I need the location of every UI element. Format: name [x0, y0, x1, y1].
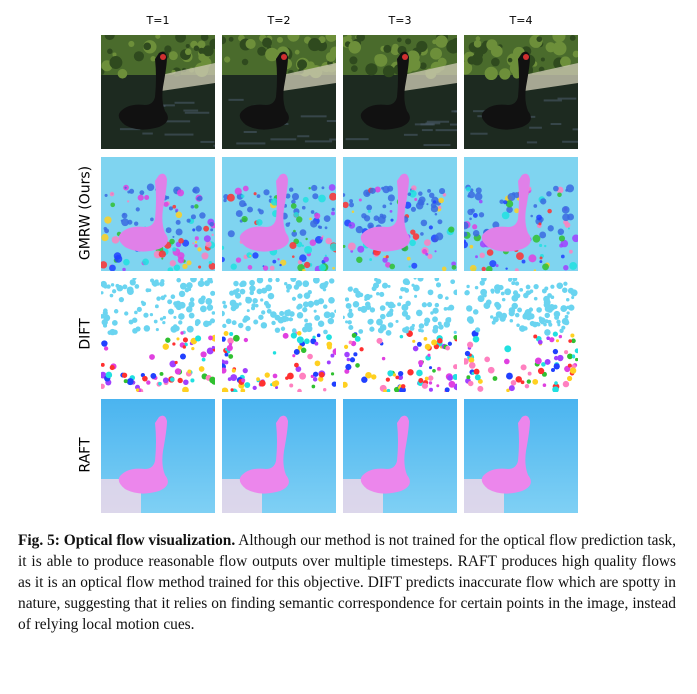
- row-header: RAFT: [77, 437, 94, 473]
- image: [101, 399, 215, 513]
- image: [101, 35, 215, 149]
- row-header: DIFT: [77, 318, 94, 350]
- image: [343, 35, 457, 149]
- caption-label: Fig. 5:: [18, 532, 60, 549]
- image: [343, 278, 457, 392]
- image: [222, 35, 336, 149]
- image: [464, 278, 578, 392]
- image: [101, 278, 215, 392]
- row-header: GMRW (Ours): [77, 165, 94, 261]
- image: [343, 157, 457, 271]
- image: [222, 399, 336, 513]
- column-header: T=1: [146, 14, 170, 27]
- image: [222, 278, 336, 392]
- column-header: T=3: [388, 14, 412, 27]
- image: [464, 35, 578, 149]
- image: [464, 399, 578, 513]
- caption-text: Although our method is not trained for t…: [18, 532, 676, 633]
- image: [222, 157, 336, 271]
- image: [101, 157, 215, 271]
- image: [343, 399, 457, 513]
- caption-title: Optical flow visualization.: [63, 532, 236, 549]
- image: [464, 157, 578, 271]
- column-header: T=2: [267, 14, 291, 27]
- column-header: T=4: [509, 14, 533, 27]
- caption: Fig. 5: Optical flow visualization. Alth…: [18, 530, 676, 635]
